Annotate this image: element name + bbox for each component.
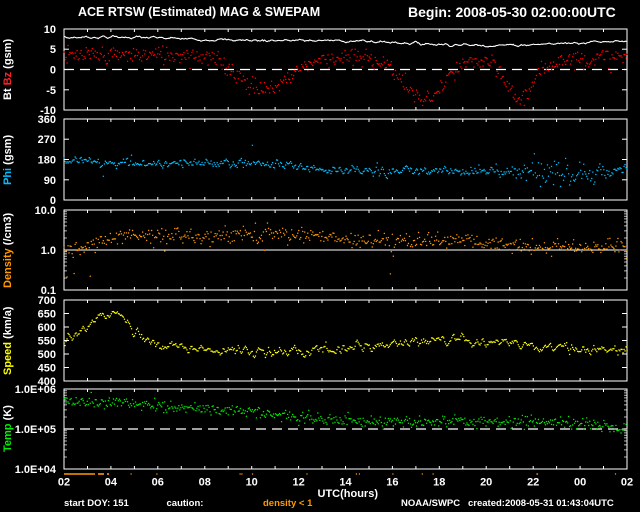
svg-text:02: 02 — [58, 477, 70, 489]
svg-text:5: 5 — [50, 44, 56, 56]
svg-text:1.0E+04: 1.0E+04 — [15, 464, 57, 476]
svg-text:22: 22 — [527, 477, 539, 489]
svg-text:90: 90 — [44, 175, 56, 187]
svg-text:500: 500 — [38, 349, 56, 361]
svg-text:-5: -5 — [46, 85, 56, 97]
svg-text:650: 650 — [38, 309, 56, 321]
svg-text:04: 04 — [105, 477, 118, 489]
svg-text:06: 06 — [152, 477, 164, 489]
svg-text:10: 10 — [44, 24, 56, 36]
svg-text:18: 18 — [433, 477, 445, 489]
svg-text:08: 08 — [199, 477, 211, 489]
svg-text:1.0E+05: 1.0E+05 — [15, 424, 56, 436]
svg-text:600: 600 — [38, 322, 56, 334]
svg-text:450: 450 — [38, 363, 56, 375]
svg-text:02: 02 — [621, 477, 633, 489]
svg-text:180: 180 — [38, 155, 56, 167]
svg-text:16: 16 — [386, 477, 398, 489]
svg-text:0: 0 — [50, 65, 56, 77]
svg-text:270: 270 — [38, 134, 56, 146]
svg-text:360: 360 — [38, 114, 56, 126]
svg-text:1.0: 1.0 — [41, 245, 56, 257]
svg-text:20: 20 — [480, 477, 492, 489]
svg-text:550: 550 — [38, 336, 56, 348]
svg-text:1.0E+06: 1.0E+06 — [15, 384, 56, 396]
svg-text:10.0: 10.0 — [35, 205, 56, 217]
svg-text:00: 00 — [574, 477, 586, 489]
svg-text:14: 14 — [339, 477, 352, 489]
svg-text:700: 700 — [38, 295, 56, 307]
svg-text:12: 12 — [292, 477, 304, 489]
svg-text:10: 10 — [246, 477, 258, 489]
